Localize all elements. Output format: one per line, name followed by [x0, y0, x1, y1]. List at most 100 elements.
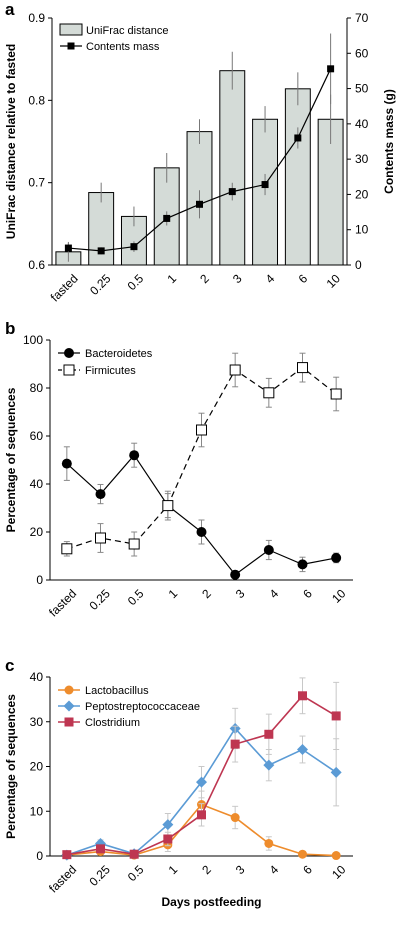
contents-mass-point [163, 214, 171, 222]
panel-b-x-tick: 4 [267, 586, 282, 601]
panel-b-x-tick: 0.5 [125, 586, 147, 608]
panel-a-ylabel: UniFrac distance relative to fasted [4, 44, 18, 239]
panel-c-series-point [230, 813, 240, 823]
panel-b-series-point [297, 362, 308, 374]
contents-mass-point [64, 244, 72, 252]
panel-b-y-tick: 0 [36, 573, 43, 587]
panel-c-series-point [331, 851, 341, 861]
panel-b-series-point [330, 388, 342, 400]
panel-c-series-point [96, 844, 105, 854]
panel-b-series-line [66, 454, 337, 576]
panel-a-y2-tick: 50 [355, 82, 369, 96]
panel-letter-b: b [5, 319, 15, 338]
panel-c-x-tick: 10 [329, 862, 349, 882]
panel-b-legend-label: Firmicutes [85, 365, 136, 377]
panel-c-series-point [298, 691, 307, 701]
panel-a-x-tick: fasted [48, 271, 81, 304]
panel-c-series-point [162, 819, 174, 831]
panel-b-series-point [162, 500, 174, 512]
panel-a-y-tick: 0.6 [28, 258, 45, 272]
panel-c-legend-marker [64, 717, 74, 727]
panel-b-series-point [263, 545, 274, 555]
unifrac-bar [284, 88, 311, 266]
legend-swatch-unifrac [59, 23, 83, 36]
panel-c-series-point [197, 810, 206, 820]
panel-b-x-tick: 10 [329, 586, 349, 606]
panel-c-x-tick: 0.25 [86, 862, 113, 889]
panel-b-ylabel: Percentage of sequences [4, 387, 18, 532]
panel-c-series-point [330, 766, 342, 778]
contents-mass-point [196, 200, 203, 208]
panel-a-y2label: Contents mass (g) [382, 89, 396, 194]
panel-a-y-tick: 0.8 [28, 93, 45, 107]
panel-c-series-point [298, 849, 307, 859]
panel-b: b 0 20 40 60 80 100 fasted 0.25 0.5 1 2 3 4 6 10 Percent… [4, 319, 353, 619]
panel-b-y-tick: 60 [30, 429, 44, 443]
panel-c-x-tick: 1 [166, 862, 181, 877]
panel-c-xlabel: Days postfeeding [161, 895, 261, 909]
panel-b-x-tick: 1 [166, 586, 181, 601]
panel-c-series-point [163, 834, 173, 844]
panel-b-series-point [128, 538, 140, 550]
panel-b-series-point [196, 424, 207, 436]
panel-letter-c: c [5, 656, 14, 675]
panel-c-y-tick: 20 [30, 760, 44, 774]
panel-c-legend-label: Peptostreptococcaceae [85, 701, 200, 713]
contents-mass-point [294, 134, 302, 142]
panel-a-x-tick: 0.5 [125, 271, 147, 293]
panel-c-x-tick: 3 [233, 862, 248, 877]
panel-a-legend: UniFrac distance Contents mass [59, 23, 169, 53]
panel-c-series-point [230, 739, 240, 749]
panel-b-series-point [95, 532, 106, 544]
panel-c-series-point [62, 850, 72, 860]
panel-c-series-point [264, 729, 274, 739]
panel-b-legend-label: Bacteroidetes [85, 348, 153, 360]
panel-b-series-point [229, 364, 241, 376]
panel-a: a 0.6 0.7 0.8 0.9 0 10 20 30 40 50 60 70 fasted 0.25 0.… [4, 0, 396, 304]
contents-mass-point [130, 243, 138, 251]
panel-c-x-tick: 4 [267, 862, 282, 877]
panel-b-series-point [263, 387, 275, 399]
panel-c-x-tick: 0.5 [125, 862, 147, 884]
panel-b-x-tick: 3 [233, 586, 248, 601]
panel-b-y-tick: 40 [30, 477, 44, 491]
panel-b-x-tick: 2 [199, 586, 214, 601]
panel-b-x-tick: 6 [300, 586, 315, 601]
panel-a-x-tick: 1 [164, 271, 179, 286]
panel-a-y2-tick: 20 [355, 187, 369, 201]
panel-c-legend-label: Lactobacillus [85, 685, 149, 697]
panel-a-x-tick: 2 [197, 271, 212, 286]
panel-b-x-tick: fasted [46, 586, 79, 619]
panel-b-series-point [331, 552, 342, 563]
panel-c-series-point [196, 776, 207, 788]
panel-b-series-point [61, 458, 72, 469]
panel-b-y-tick: 80 [30, 381, 44, 395]
panel-a-y2-tick: 60 [355, 46, 369, 60]
panel-c-x-tick: 6 [300, 862, 315, 877]
panel-c-y-tick: 0 [36, 849, 43, 863]
panel-a-x-tick: 10 [324, 271, 344, 291]
panel-c-series-point [297, 743, 308, 755]
panel-b-legend-marker [63, 364, 75, 376]
unifrac-bar [219, 70, 246, 266]
panel-c-legend-label: Clostridium [85, 717, 140, 729]
panel-b-y-tick: 20 [30, 525, 44, 539]
panel-a-y2-tick: 10 [355, 223, 369, 237]
panel-c-series-point [331, 711, 341, 721]
panel-c-series-point [129, 849, 139, 859]
contents-mass-point [261, 181, 269, 189]
contents-mass-point [97, 247, 105, 255]
contents-mass-point [327, 65, 335, 73]
panel-a-y2-tick: 0 [355, 258, 362, 272]
contents-mass-point [228, 188, 236, 196]
panel-b-series-point [297, 559, 308, 570]
panel-a-y2-tick: 70 [355, 11, 369, 25]
panel-c-y-tick: 30 [30, 715, 44, 729]
panel-b-y-tick: 100 [23, 333, 43, 347]
panel-c-legend-marker [64, 685, 74, 695]
panel-c-y-tick: 40 [30, 670, 44, 684]
legend-label-contents-mass: Contents mass [86, 41, 160, 53]
panel-b-x-tick: 0.25 [86, 586, 113, 613]
panel-a-x-tick: 6 [296, 271, 311, 286]
